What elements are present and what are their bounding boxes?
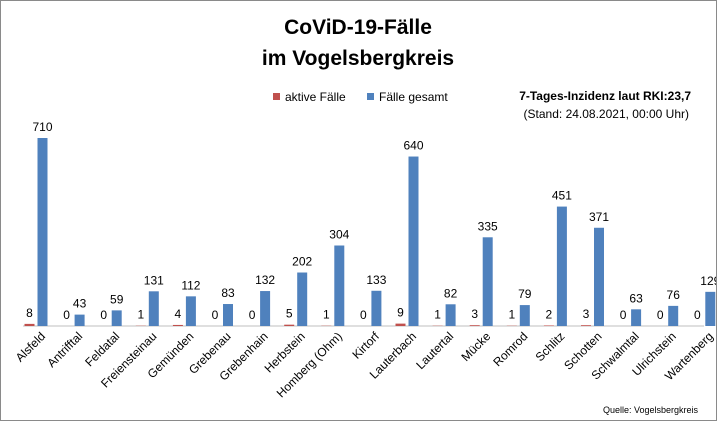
legend-label-gesamt: Fälle gesamt xyxy=(379,90,448,104)
label-aktive-homberg-ohm-: 1 xyxy=(323,308,330,322)
bar-gesamt-feldatal xyxy=(111,310,122,326)
legend-swatch-gesamt xyxy=(367,93,374,100)
label-aktive-freiensteinau: 1 xyxy=(137,308,144,322)
chart-title: CoViD-19-Fälle xyxy=(284,16,432,39)
label-gesamt-lauterbach: 640 xyxy=(403,139,423,153)
label-aktive-grebenau: 0 xyxy=(212,308,219,322)
label-aktive-feldatal: 0 xyxy=(100,308,107,322)
label-gesamt-schotten: 371 xyxy=(589,210,609,224)
label-gesamt-gem-nden: 112 xyxy=(181,278,200,292)
x-tick-antrifftal: Antrifftal xyxy=(44,329,85,370)
bar-gesamt-wartenberg xyxy=(705,291,716,326)
label-aktive-antrifftal: 0 xyxy=(63,308,70,322)
label-gesamt-wartenberg: 129 xyxy=(700,274,716,288)
bar-aktive-m-cke xyxy=(469,325,480,326)
incidence-text: 7-Tages-Inzidenz laut RKI:23,7 xyxy=(519,89,691,103)
legend: aktive Fälle Fälle gesamt xyxy=(273,90,448,104)
label-aktive-m-cke: 3 xyxy=(471,307,478,321)
label-gesamt-antrifftal: 43 xyxy=(73,297,87,311)
label-aktive-kirtorf: 0 xyxy=(360,308,367,322)
label-gesamt-m-cke: 335 xyxy=(478,219,498,233)
bar-gesamt-alsfeld xyxy=(37,138,48,326)
bar-aktive-herbstein xyxy=(284,324,295,326)
x-tick-alsfeld: Alsfeld xyxy=(13,329,48,364)
bar-aktive-schotten xyxy=(581,325,591,326)
bar-gesamt-herbstein xyxy=(297,272,308,326)
bar-aktive-lauterbach xyxy=(395,323,406,326)
x-tick-labels: AlsfeldAntrifftalFeldatalFreiensteinauGe… xyxy=(13,329,716,401)
x-tick-schlitz: Schlitz xyxy=(533,329,568,364)
legend-swatch-aktive xyxy=(273,93,280,100)
label-aktive-ulrichstein: 0 xyxy=(657,308,664,322)
bar-gesamt-schotten xyxy=(594,227,604,326)
bar-gesamt-lauterbach xyxy=(408,156,419,326)
label-aktive-herbstein: 5 xyxy=(286,307,293,321)
label-gesamt-feldatal: 59 xyxy=(110,292,124,306)
label-aktive-schwalmtal: 0 xyxy=(620,308,627,322)
label-aktive-schotten: 3 xyxy=(583,307,590,321)
label-aktive-schlitz: 2 xyxy=(546,307,553,321)
label-gesamt-freiensteinau: 131 xyxy=(144,273,164,287)
label-aktive-alsfeld: 8 xyxy=(26,306,33,320)
bar-gesamt-grebenhain xyxy=(260,291,271,326)
bar-gesamt-kirtorf xyxy=(371,290,382,326)
bars: 8710043059113141120830132520213040133964… xyxy=(24,120,716,326)
bar-gesamt-gem-nden xyxy=(185,296,196,326)
x-tick-lautertal: Lautertal xyxy=(413,329,456,372)
label-aktive-gem-nden: 4 xyxy=(175,307,182,321)
label-aktive-grebenhain: 0 xyxy=(249,308,256,322)
bar-gesamt-lautertal xyxy=(445,304,456,326)
bar-gesamt-m-cke xyxy=(482,237,493,326)
label-aktive-lauterbach: 9 xyxy=(397,306,404,320)
x-tick-m-cke: Mücke xyxy=(458,329,493,364)
bar-gesamt-freiensteinau xyxy=(148,291,159,326)
label-gesamt-grebenhain: 132 xyxy=(255,273,275,287)
chart-subtitle: im Vogelsbergkreis xyxy=(262,47,454,70)
bar-gesamt-schlitz xyxy=(556,206,567,326)
x-tick-romrod: Romrod xyxy=(490,329,530,369)
bar-gesamt-schwalmtal xyxy=(631,309,642,326)
label-gesamt-lautertal: 82 xyxy=(444,286,458,300)
label-aktive-lautertal: 1 xyxy=(434,308,441,322)
x-tick-kirtorf: Kirtorf xyxy=(349,329,382,362)
label-gesamt-ulrichstein: 76 xyxy=(667,288,681,302)
label-gesamt-herbstein: 202 xyxy=(292,255,312,269)
source-note: Quelle: Vogelsbergkreis xyxy=(603,405,699,415)
label-gesamt-schlitz: 451 xyxy=(552,189,572,203)
bar-gesamt-romrod xyxy=(519,305,530,326)
bar-gesamt-ulrichstein xyxy=(668,305,679,326)
label-gesamt-schwalmtal: 63 xyxy=(629,291,643,305)
label-aktive-romrod: 1 xyxy=(508,308,515,322)
bar-aktive-alsfeld xyxy=(24,323,35,326)
bar-aktive-gem-nden xyxy=(172,324,183,326)
label-gesamt-homberg-ohm-: 304 xyxy=(329,228,349,242)
legend-label-aktive: aktive Fälle xyxy=(285,90,346,104)
date-stand-text: (Stand: 24.08.2021, 00:00 Uhr) xyxy=(524,107,689,121)
bar-gesamt-grebenau xyxy=(223,304,233,326)
label-aktive-wartenberg: 0 xyxy=(694,308,701,322)
label-gesamt-romrod: 79 xyxy=(518,287,532,301)
bar-aktive-schlitz xyxy=(543,325,554,326)
label-gesamt-kirtorf: 133 xyxy=(366,273,386,287)
bar-gesamt-antrifftal xyxy=(74,314,85,326)
label-gesamt-alsfeld: 710 xyxy=(32,120,52,134)
bar-gesamt-homberg-ohm- xyxy=(334,245,345,326)
x-tick-homberg-ohm-: Homberg (Ohm) xyxy=(274,329,345,400)
label-gesamt-grebenau: 83 xyxy=(221,286,235,300)
